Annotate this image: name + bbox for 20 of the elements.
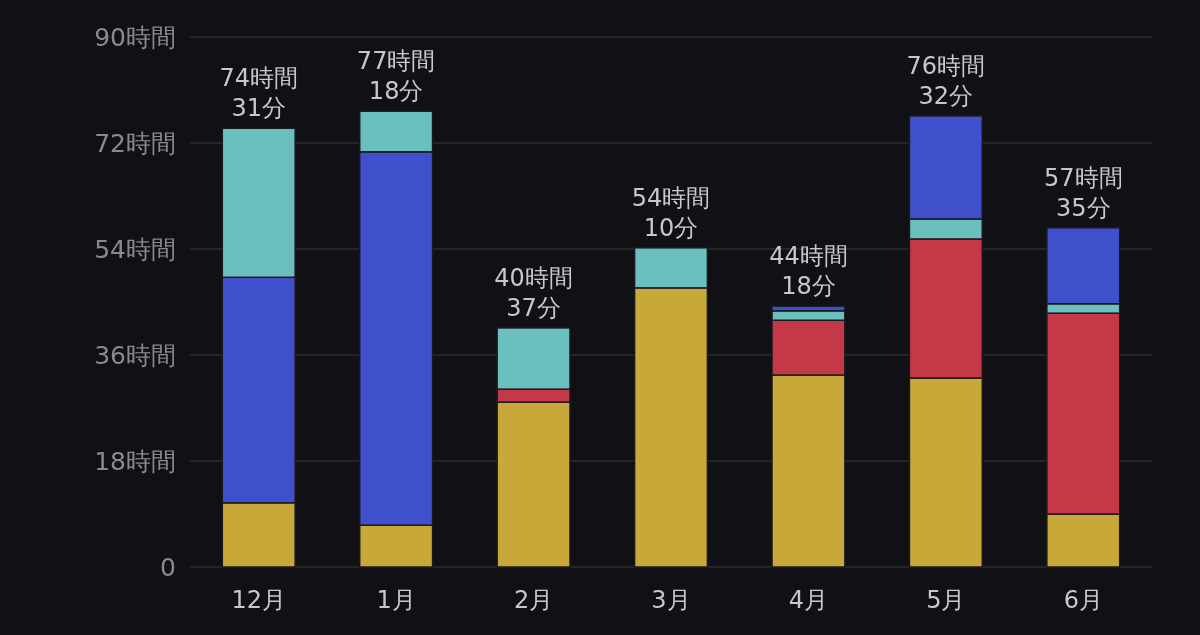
y-tick-label: 72時間 <box>94 128 176 158</box>
y-tick-label: 18時間 <box>94 446 176 476</box>
x-tick-label: 3月 <box>651 586 691 614</box>
total-label: 57時間 35分 <box>1044 163 1123 222</box>
y-tick-label: 90時間 <box>94 22 176 52</box>
total-label: 44時間 18分 <box>769 242 848 301</box>
x-tick-label: 12月 <box>231 586 286 614</box>
y-tick-label: 0 <box>160 552 176 582</box>
y-tick-label: 36時間 <box>94 340 176 370</box>
x-tick-label: 1月 <box>376 586 416 614</box>
total-label: 74時間 31分 <box>219 64 298 123</box>
x-tick-label: 2月 <box>513 586 554 614</box>
x-tick-label: 5月 <box>926 586 966 614</box>
x-tick-label: 4月 <box>788 586 829 614</box>
y-tick-label: 54時間 <box>94 234 176 264</box>
total-label: 40時間 37分 <box>494 263 573 322</box>
x-tick-label: 6月 <box>1063 586 1103 614</box>
total-label: 76時間 32分 <box>906 51 986 110</box>
total-label: 77時間 18分 <box>356 47 436 106</box>
total-label: 54時間 10分 <box>631 183 711 242</box>
